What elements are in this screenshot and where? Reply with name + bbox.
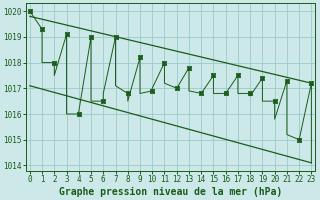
X-axis label: Graphe pression niveau de la mer (hPa): Graphe pression niveau de la mer (hPa) — [59, 186, 282, 197]
